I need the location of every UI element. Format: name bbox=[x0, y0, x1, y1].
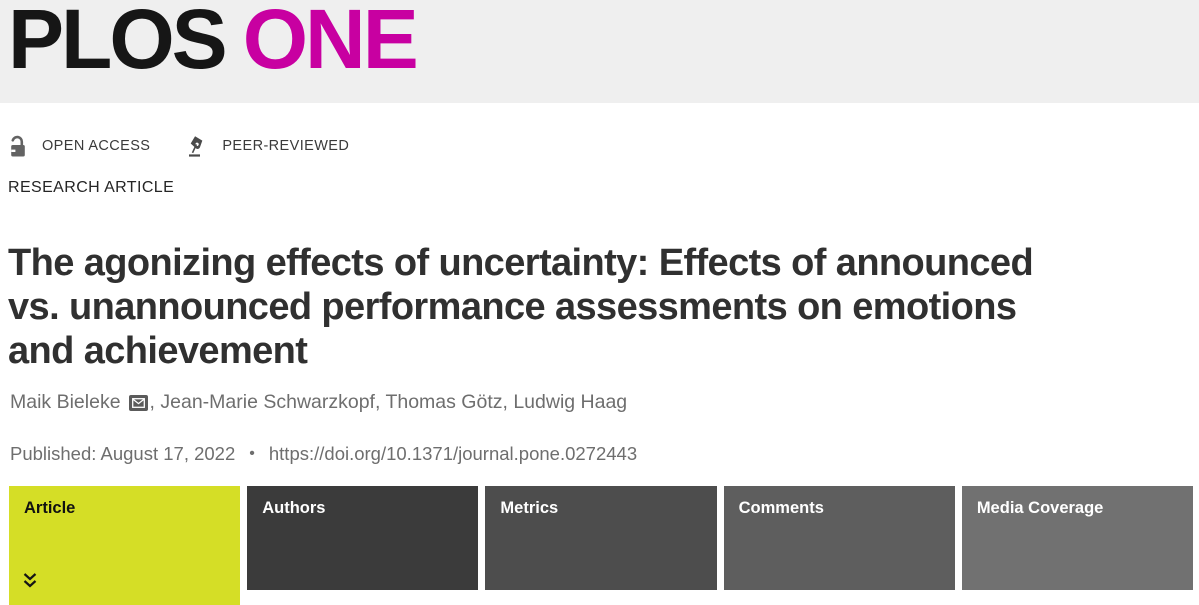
tab-metrics[interactable]: Metrics bbox=[485, 486, 717, 590]
pen-nib-icon bbox=[186, 134, 208, 158]
peer-reviewed-label: PEER-REVIEWED bbox=[222, 138, 350, 154]
badge-row: OPEN ACCESS PEER-REVIEWED bbox=[8, 134, 349, 158]
tab-authors-label: Authors bbox=[262, 499, 326, 517]
author-list[interactable]: , Jean-Marie Schwarzkopf, Thomas Götz, L… bbox=[149, 391, 628, 413]
tab-comments-label: Comments bbox=[738, 499, 824, 517]
open-access-badge: OPEN ACCESS bbox=[8, 135, 150, 158]
doi-link[interactable]: https://doi.org/10.1371/journal.pone.027… bbox=[268, 443, 638, 464]
authors-line: Maik Bieleke , Jean-Marie Schwarzkopf, T… bbox=[10, 391, 627, 414]
tab-article-label: Article bbox=[24, 499, 76, 517]
research-article-kicker: RESEARCH ARTICLE bbox=[8, 179, 175, 196]
article-title: The agonizing effects of uncertainty: Ef… bbox=[8, 241, 1188, 373]
open-access-label: OPEN ACCESS bbox=[42, 138, 151, 154]
tab-media-coverage-label: Media Coverage bbox=[976, 499, 1104, 517]
published-line: Published: August 17, 2022 • https://doi… bbox=[10, 443, 637, 465]
title-line-3: and achievement bbox=[8, 330, 308, 372]
dot-separator: • bbox=[249, 445, 255, 462]
logo-one-text: ONE bbox=[242, 0, 419, 86]
article-tab-bar: Article Authors Metrics Comments Media C… bbox=[9, 486, 1194, 605]
published-date-label: Published: August 17, 2022 bbox=[10, 443, 236, 464]
author-corresponding[interactable]: Maik Bieleke bbox=[10, 391, 121, 413]
tab-metrics-label: Metrics bbox=[500, 499, 559, 517]
tab-comments[interactable]: Comments bbox=[723, 486, 955, 590]
envelope-icon[interactable] bbox=[128, 394, 148, 411]
double-chevron-down-icon[interactable] bbox=[22, 572, 38, 590]
title-line-1: The agonizing effects of uncertainty: Ef… bbox=[8, 242, 1034, 284]
site-header: PLOS ONE bbox=[0, 0, 1199, 103]
tab-media-coverage[interactable]: Media Coverage bbox=[961, 486, 1194, 590]
open-lock-icon bbox=[8, 135, 28, 158]
tab-authors[interactable]: Authors bbox=[247, 486, 479, 590]
tab-article[interactable]: Article bbox=[9, 486, 241, 605]
logo-plos-text: PLOS bbox=[8, 0, 228, 86]
peer-reviewed-badge: PEER-REVIEWED bbox=[186, 134, 349, 158]
title-line-2: vs. unannounced performance assessments … bbox=[8, 286, 1017, 328]
plos-one-logo[interactable]: PLOS ONE bbox=[8, 0, 419, 91]
